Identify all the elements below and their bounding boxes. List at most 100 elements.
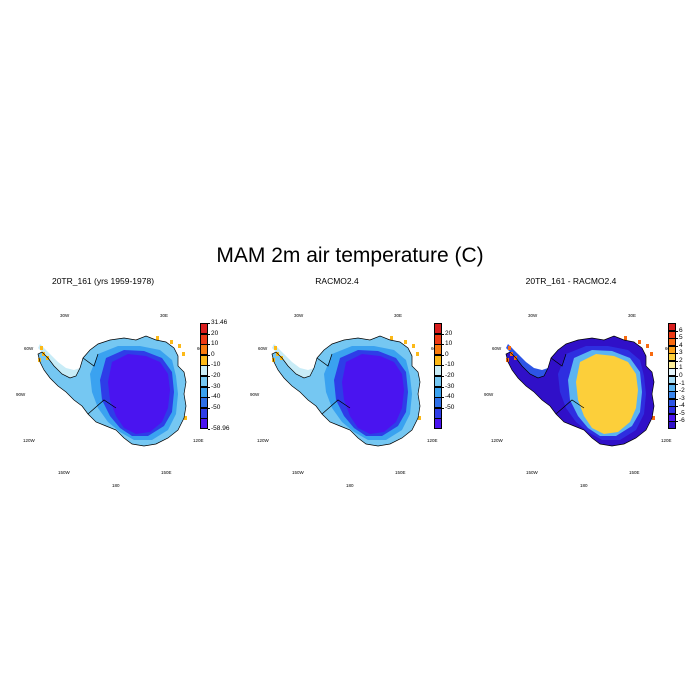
longitude-label: 30E (160, 313, 169, 318)
colorbar-label: -1 (679, 379, 685, 387)
colorbar-segment (200, 344, 208, 356)
longitude-label: 30E (394, 313, 403, 318)
colorbar-label: -6 (679, 417, 685, 425)
coastal-warm-cell (156, 336, 159, 340)
colorbar-label: 5 (679, 334, 683, 342)
colorbar-label: -40 (211, 393, 221, 401)
colorbar-segment (668, 406, 676, 415)
colorbar-label: 20 (445, 329, 453, 337)
coastline (37, 335, 187, 447)
colorbar-label: 2 (679, 356, 683, 364)
coastal-warm-cell (514, 356, 517, 360)
longitude-label: 180 (346, 483, 354, 488)
longitude-label: 30W (294, 313, 304, 318)
colorbar-tick (676, 345, 678, 347)
colorbar-segment (434, 407, 442, 419)
coastal-warm-cell (280, 356, 283, 360)
coastal-warm-cell (170, 340, 173, 344)
colorbar-label: 0 (679, 372, 683, 379)
longitude-label: 150W (526, 470, 538, 475)
colorbar-tick (208, 333, 210, 335)
interior-region (342, 354, 404, 434)
longitude-label: 120E (427, 438, 438, 443)
longitude-label: 90W (250, 392, 260, 397)
colorbar-segment (668, 353, 676, 362)
colorbar-tick (676, 338, 678, 340)
ice-shelf-line (87, 399, 117, 415)
coastal-warm-cell (46, 356, 49, 360)
colorbar-tick (676, 376, 678, 377)
colorbar-segment (668, 398, 676, 407)
colorbar-tick (442, 354, 444, 356)
colorbar-label: -2 (679, 387, 685, 395)
coastal-warm-cell (178, 344, 181, 348)
colorbar-tick (442, 333, 444, 335)
colorbar-label: -50 (445, 403, 455, 411)
longitude-label: 60W (492, 346, 502, 351)
colorbar-segment (200, 397, 208, 409)
colorbar-segment (668, 368, 676, 377)
panel-title: RACMO2.4 (315, 276, 359, 286)
coastal-warm-cell (418, 416, 421, 420)
colorbar-segment (668, 323, 676, 331)
panel-title: 20TR_161 - RACMO2.4 (525, 276, 617, 286)
colorbar-segment (668, 330, 676, 339)
coastal-warm-cell (646, 344, 649, 348)
colorbar-tick (676, 413, 678, 415)
colorbar-segment (200, 407, 208, 419)
colorbar-label: 31.46 (211, 319, 228, 326)
panel-difference: 20TR_161 - RACMO2.430W30E60W60E90W90E120… (484, 276, 700, 488)
colorbar-tick (676, 330, 678, 332)
colorbar-tick (442, 344, 444, 346)
longitude-label: 120E (193, 438, 204, 443)
colorbar-tick (208, 323, 210, 324)
longitude-label: 90W (484, 392, 494, 397)
colorbar-label: 10 (211, 340, 219, 348)
longitude-label: 120W (257, 438, 269, 443)
colorbar-segment (200, 418, 208, 430)
colorbar-segment (434, 323, 442, 334)
antarctica-map (271, 335, 421, 447)
longitude-label: 150E (629, 470, 640, 475)
colorbar-label: -5 (679, 409, 685, 417)
colorbar-tick (208, 397, 210, 399)
colorbar-segment (434, 333, 442, 345)
colorbar-segment (668, 383, 676, 392)
colorbar-segment (200, 365, 208, 377)
colorbar-segment (434, 344, 442, 356)
longitude-label: 120W (23, 438, 35, 443)
longitude-label: 150W (58, 470, 70, 475)
antarctica-map (37, 335, 187, 447)
panel-model: 20TR_161 (yrs 1959-1978)30W30E60W60E90W9… (16, 276, 258, 488)
antarctica-map (505, 335, 655, 447)
colorbar-segment (434, 418, 442, 430)
longitude-label: 150E (161, 470, 172, 475)
colorbar-tick (442, 407, 444, 409)
longitude-label: 30W (60, 313, 70, 318)
coastal-warm-cell (650, 352, 653, 356)
longitude-label: 120E (661, 438, 672, 443)
colorbar-label: -50 (211, 403, 221, 411)
colorbar-label: -10 (445, 361, 455, 369)
coastal-warm-cell (412, 344, 415, 348)
colorbar-tick (676, 398, 678, 400)
colorbar-tick (676, 353, 678, 355)
ice-shelf-line (82, 353, 99, 367)
longitude-label: 30W (528, 313, 538, 318)
colorbar-tick (676, 368, 678, 370)
ice-shelf-line (316, 353, 333, 367)
colorbar-segment (200, 333, 208, 345)
colorbar-label: 6 (679, 326, 683, 334)
longitude-label: 60W (24, 346, 34, 351)
colorbar-tick (676, 406, 678, 408)
coastal-warm-cell (274, 346, 277, 350)
coastal-warm-cell (182, 352, 185, 356)
coastline (505, 335, 655, 447)
colorbar-label: -10 (211, 361, 221, 369)
colorbar-segment (434, 365, 442, 377)
colorbar-segment (434, 376, 442, 387)
colorbar-label: -40 (445, 393, 455, 401)
coastal-warm-cell (638, 340, 641, 344)
ice-shelf-line (555, 399, 585, 415)
coastal-warm-cell (624, 336, 627, 340)
